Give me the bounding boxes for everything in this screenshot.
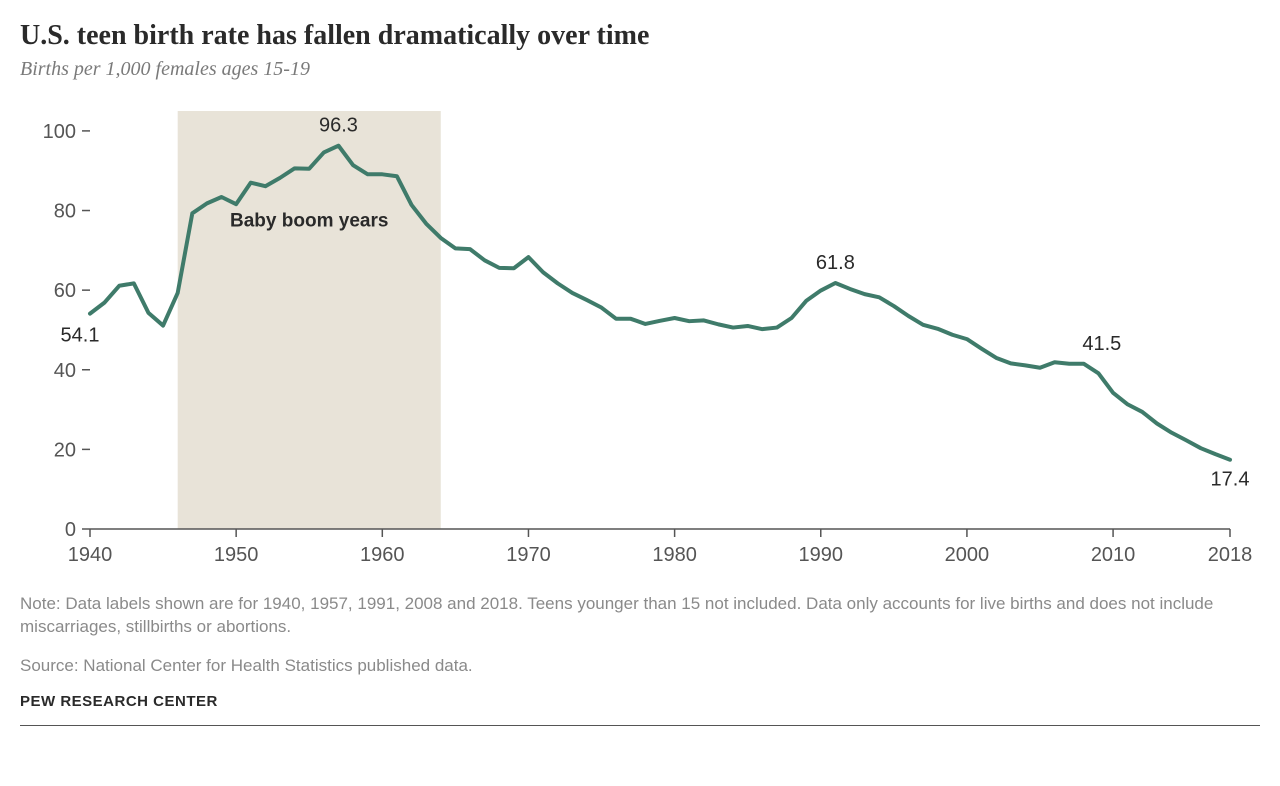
y-tick-label: 40	[54, 360, 76, 382]
chart-note: Note: Data labels shown are for 1940, 19…	[20, 593, 1260, 639]
chart-attribution: PEW RESEARCH CENTER	[20, 693, 1260, 710]
x-tick-label: 1990	[799, 544, 844, 566]
x-tick-label: 1950	[214, 544, 259, 566]
x-tick-label: 2000	[945, 544, 990, 566]
chart-subtitle: Births per 1,000 females ages 15-19	[20, 58, 1260, 81]
y-tick-label: 0	[65, 519, 76, 541]
x-tick-label: 1940	[68, 544, 113, 566]
plot-area: 0 20 40 60 80 100 1940 1950 1960 1970 1980 1990 2000…	[20, 99, 1260, 579]
x-tick-label: 1960	[360, 544, 405, 566]
data-point-label: 17.4	[1211, 469, 1250, 491]
y-tick-label: 20	[54, 439, 76, 461]
line-chart-svg: 0 20 40 60 80 100 1940 1950 1960 1970 1980 1990 2000…	[20, 99, 1260, 579]
x-tick-label: 2010	[1091, 544, 1136, 566]
y-tick-label: 60	[54, 280, 76, 302]
x-tick-label: 1970	[506, 544, 551, 566]
x-tick-label: 1980	[652, 544, 697, 566]
y-tick-label: 100	[43, 121, 76, 143]
baby-boom-label: Baby boom years	[230, 210, 388, 231]
chart-title: U.S. teen birth rate has fallen dramatic…	[20, 20, 1260, 52]
y-tick-label: 80	[54, 201, 76, 223]
chart-source: Source: National Center for Health Stati…	[20, 656, 1260, 676]
data-point-label: 96.3	[319, 115, 358, 137]
data-point-label: 41.5	[1082, 333, 1121, 355]
bottom-divider	[20, 725, 1260, 726]
baby-boom-shaded-region	[178, 111, 441, 529]
chart-container: U.S. teen birth rate has fallen dramatic…	[20, 20, 1260, 726]
data-point-label: 61.8	[816, 252, 855, 274]
data-point-label: 54.1	[61, 325, 100, 347]
x-tick-label: 2018	[1208, 544, 1253, 566]
